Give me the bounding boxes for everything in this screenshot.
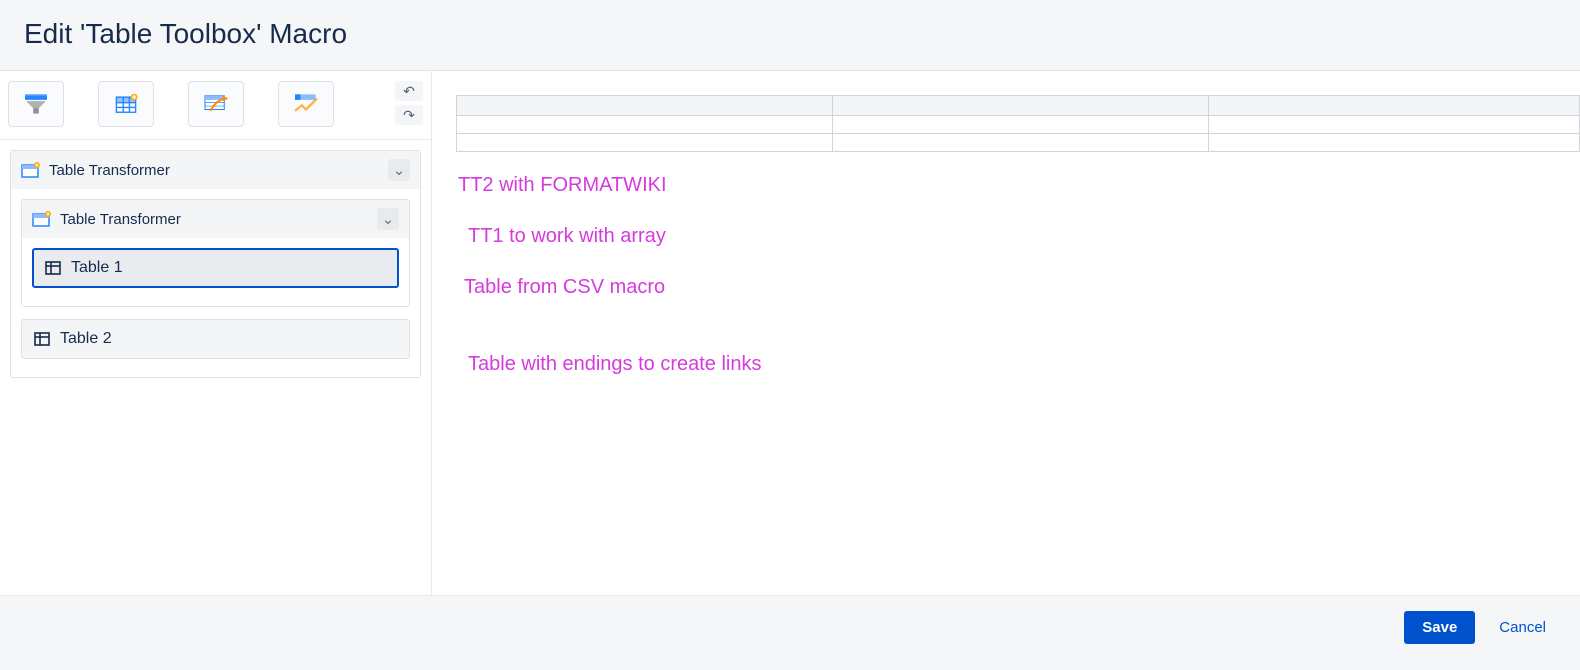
save-button[interactable]: Save <box>1404 611 1475 644</box>
dialog-header: Edit 'Table Toolbox' Macro <box>0 0 1580 71</box>
tree-node-root: Table Transformer ⌄ <box>10 150 421 378</box>
chart-line-icon <box>292 93 320 115</box>
undo-redo-group: ↶ ↷ <box>395 81 423 125</box>
tree-node-child-label: Table Transformer <box>60 211 181 228</box>
annotation-csv: Table from CSV macro <box>464 276 1580 299</box>
table-transformer-icon <box>21 162 41 178</box>
table-icon <box>45 261 61 275</box>
sidebar: ↶ ↷ Table Transformer <box>0 71 432 595</box>
dialog-footer: Save Cancel <box>0 595 1580 659</box>
tree-leaf-table-1[interactable]: Table 1 <box>32 248 399 288</box>
annotation-tt1: TT1 to work with array <box>468 225 1580 248</box>
filter-icon <box>22 93 50 115</box>
toolbar: ↶ ↷ <box>0 71 431 140</box>
redo-button[interactable]: ↷ <box>395 105 423 125</box>
tree-leaf-table-2[interactable]: Table 2 <box>21 319 410 359</box>
cancel-button[interactable]: Cancel <box>1493 618 1552 637</box>
pivot-tool-button[interactable] <box>188 81 244 127</box>
preview-table[interactable] <box>456 95 1580 152</box>
macro-tree: Table Transformer ⌄ <box>0 140 431 398</box>
table-row <box>457 116 1580 134</box>
chart-tool-button[interactable] <box>278 81 334 127</box>
tree-node-root-header[interactable]: Table Transformer ⌄ <box>11 151 420 189</box>
tree-node-child-body: Table 1 <box>22 238 409 306</box>
preview-panel: TT2 with FORMATWIKI TT1 to work with arr… <box>432 71 1580 595</box>
redo-icon: ↷ <box>403 107 415 124</box>
table-icon <box>34 332 50 346</box>
table-plus-icon <box>112 93 140 115</box>
tree-node-root-label: Table Transformer <box>49 162 170 179</box>
tree-leaf-label: Table 2 <box>60 330 112 348</box>
filter-tool-button[interactable] <box>8 81 64 127</box>
chevron-down-icon: ⌄ <box>388 159 410 181</box>
tree-node-child-header[interactable]: Table Transformer ⌄ <box>22 200 409 238</box>
tree-leaf-label: Table 1 <box>71 259 123 277</box>
table-transformer-icon <box>32 211 52 227</box>
undo-icon: ↶ <box>403 83 415 100</box>
undo-button[interactable]: ↶ <box>395 81 423 101</box>
table-transformer-tool-button[interactable] <box>98 81 154 127</box>
table-row <box>457 134 1580 152</box>
page-title: Edit 'Table Toolbox' Macro <box>24 18 1556 50</box>
annotation-links: Table with endings to create links <box>468 353 1580 376</box>
annotation-tt2: TT2 with FORMATWIKI <box>458 174 1580 197</box>
tree-node-child: Table Transformer ⌄ Table 1 <box>21 199 410 307</box>
pivot-icon <box>202 93 230 115</box>
chevron-down-icon: ⌄ <box>377 208 399 230</box>
tree-node-root-body: Table Transformer ⌄ Table 1 Table 2 <box>11 189 420 377</box>
dialog-body: ↶ ↷ Table Transformer <box>0 71 1580 595</box>
